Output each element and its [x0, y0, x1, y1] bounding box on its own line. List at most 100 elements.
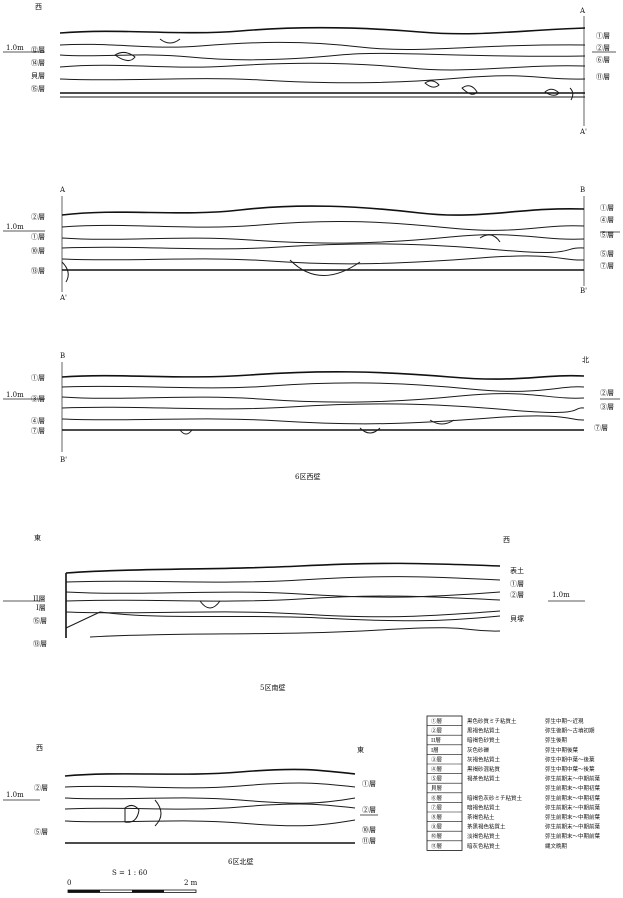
legend-layer: 貝層 [431, 785, 442, 792]
layer-label: ①層 [31, 374, 45, 382]
section-mark-a-top: A [579, 7, 586, 15]
north-wall-section: 西 東 1.0m ②層 ⑤層 ①層 ②層 ⑩層 ⑪層 [3, 744, 378, 845]
layer-label: ④層 [31, 417, 45, 425]
level-mark: 1.0m [6, 223, 24, 231]
layer-label: ⑩層 [31, 247, 45, 255]
layer-label: ②層 [600, 389, 614, 397]
legend-period: 弥生中期～近現 [545, 717, 584, 725]
legend-layer: ⑥層 [431, 794, 442, 802]
layer-label: ①層 [596, 32, 610, 40]
level-mark: 1.0m [6, 391, 24, 399]
level-mark: 1.0m [6, 791, 24, 799]
layer-label: ①層 [600, 204, 614, 212]
corner-label-west: 西 [36, 744, 43, 752]
layer-label: ①層 [362, 780, 376, 788]
layer-label: ⑦層 [594, 424, 608, 432]
layer-label: ⑦層 [31, 427, 45, 435]
layer-label: ⑦層 [600, 262, 614, 270]
legend-period: 縄文晩期 [545, 842, 568, 850]
caption-west-wall: 6区西壁 [295, 472, 320, 481]
legend-soil: 黒色砂質ミチ粘質土 [467, 717, 517, 725]
layer-label: ①層 [510, 580, 524, 588]
layer-label: 表土 [510, 566, 524, 575]
layer-label: ②層 [31, 213, 45, 221]
legend-soil: 暗褐色粘質土 [467, 803, 501, 811]
layer-label: ②層 [510, 591, 524, 599]
legend-period: 弥生前期末～中期前葉 [545, 823, 601, 831]
layer-label: II層 [33, 595, 46, 603]
layer-label: ③層 [31, 395, 45, 403]
section-mark-a-bottom: A' [59, 294, 67, 302]
legend-layer: I層 [431, 747, 439, 754]
level-mark: 1.0m [552, 591, 570, 599]
legend-layer: ③層 [431, 755, 442, 763]
scale-bar: S = 1 : 60 0 2 m [67, 869, 198, 893]
corner-label-north: 北 [582, 356, 589, 364]
scale-end: 2 m [184, 879, 198, 887]
layer-label: ⑤層 [34, 828, 48, 836]
layer-label: ⑩層 [362, 826, 376, 834]
west-wall-panel-3: B B' 北 1.0m ①層 ③層 ④層 ⑦層 ②層 ③層 ⑦層 [3, 352, 620, 464]
section-mark-a-bottom: A' [579, 128, 587, 136]
legend-period: 弥生後期 [545, 736, 568, 744]
legend-soil: 暗灰色粘質土 [467, 842, 501, 850]
legend-soil: 黒褐色粘質土 [467, 727, 501, 735]
legend-period: 弥生前期末～中期前葉 [545, 803, 601, 811]
legend-period: 弥生中期後葉 [545, 746, 579, 754]
layer-label: I層 [36, 604, 46, 612]
legend-layer: ⑧層 [431, 813, 442, 821]
layer-label: ③層 [600, 403, 614, 411]
legend-layer: II層 [431, 737, 441, 744]
legend-soil: 灰色砂礫 [467, 746, 490, 754]
layer-label: ①層 [31, 233, 45, 241]
layer-label: ②層 [34, 784, 48, 792]
legend-soil: 褐茶色粘質土 [467, 775, 501, 783]
section-mark-a-top: A [59, 186, 66, 194]
corner-label-east: 東 [34, 533, 41, 542]
legend-period: 弥生中期中葉～後葉 [545, 765, 595, 773]
legend-soil: 茶褐色粘土 [467, 813, 495, 821]
scale-ratio: S = 1 : 60 [112, 869, 147, 877]
layer-label: ⑮層 [33, 617, 47, 625]
west-wall-panel-2: A A' B B' 1.0m ②層 ①層 ⑩層 ⑬層 ①層 ④層 ⑤層 ⑤層 ⑦… [3, 186, 620, 302]
layer-label: ⑪層 [596, 73, 610, 81]
corner-label-west: 西 [35, 3, 42, 11]
layer-label: ⑬層 [33, 640, 47, 648]
legend-layer: ⑤層 [431, 775, 442, 783]
layer-label: ④層 [600, 216, 614, 224]
legend-period: 弥生中期中葉～後葉 [545, 755, 595, 763]
legend-soil: 暗褐色灰砂ミチ粘質土 [467, 794, 523, 802]
layer-label: ⑮層 [31, 85, 45, 93]
legend-soil: 暗褐色砂質土 [467, 736, 501, 744]
caption-south-wall: 5区南壁 [260, 683, 285, 692]
legend-layer: ⑪層 [431, 842, 442, 850]
section-mark-b-top: B [580, 186, 585, 194]
caption-north-wall: 6区北壁 [228, 857, 253, 866]
legend-period: 弥生前期末～中期初葉 [545, 784, 601, 792]
legend-period: 弥生前期末～中期前葉 [545, 775, 601, 783]
layer-label: 貝塚 [510, 614, 524, 623]
layer-label: 貝層 [31, 72, 45, 80]
corner-label-east: 東 [357, 745, 364, 754]
legend-soil: 茶黒褐色粘質土 [467, 823, 506, 831]
west-wall-panel-1: 西 A A' 1.0m ⑫層 ⑭層 貝層 ⑮層 ①層 ②層 ⑥層 ⑪層 [3, 3, 616, 136]
layer-label: ⑪層 [362, 837, 376, 845]
section-mark-b-bottom: B' [60, 456, 67, 464]
layer-label: ⑫層 [31, 46, 45, 54]
legend-layer: ②層 [431, 727, 442, 735]
corner-label-west: 西 [503, 536, 510, 544]
legend-soil: 淡褐色粘質土 [467, 832, 501, 840]
level-mark: 1.0m [6, 44, 24, 52]
section-mark-b-bottom: B' [580, 287, 587, 295]
layer-label: ⑬層 [31, 267, 45, 275]
legend-layer: ⑦層 [431, 803, 442, 811]
layer-label: ⑥層 [596, 56, 610, 64]
legend-soil: 灰褐色粘質土 [467, 755, 501, 763]
section-mark-b-top: B [60, 352, 65, 360]
legend-period: 弥生後期～古墳初期 [545, 727, 595, 735]
layer-label: ②層 [596, 44, 610, 52]
legend-layer: ①層 [431, 717, 442, 725]
layer-label: ⑤層 [600, 231, 614, 239]
